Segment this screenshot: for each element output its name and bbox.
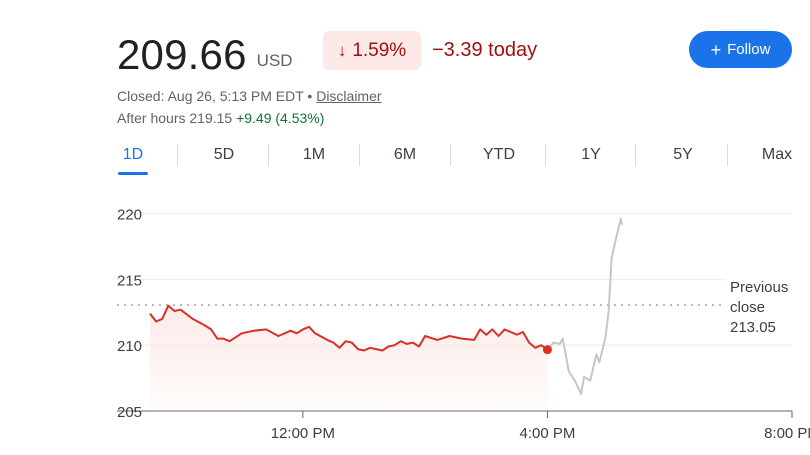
y-tick-label: 220 <box>117 207 142 224</box>
tab-ytd[interactable]: YTD <box>483 146 515 163</box>
tab-1y[interactable]: 1Y <box>581 146 601 163</box>
change-today: −3.39 today <box>432 39 538 61</box>
tab-divider <box>177 144 178 166</box>
market-status: Closed: Aug 26, 5:13 PM EDT • Disclaimer <box>117 88 382 104</box>
percent-change-value: 1.59% <box>352 39 407 61</box>
x-tick-label: 4:00 PM <box>519 425 575 442</box>
tab-5y[interactable]: 5Y <box>673 146 693 163</box>
after-hours-info: After hours 219.15 +9.49 (4.53%) <box>117 110 324 126</box>
previous-close-label-line: Previous <box>730 279 788 296</box>
tab-divider <box>268 144 269 166</box>
after-hours-price: After hours 219.15 <box>117 110 233 126</box>
closed-text: Closed: Aug 26, 5:13 PM EDT • <box>117 88 313 104</box>
current-price: 209.66 <box>117 31 247 78</box>
plus-icon: + <box>710 39 722 60</box>
tab-5d[interactable]: 5D <box>213 146 235 163</box>
price-row: 209.66 USD <box>117 28 293 76</box>
tab-6m[interactable]: 6M <box>393 146 417 163</box>
percent-change-badge: ↓ 1.59% <box>323 31 421 70</box>
follow-button[interactable]: + Follow <box>689 31 792 68</box>
close-point-marker <box>542 345 552 355</box>
tab-divider <box>545 144 546 166</box>
x-tick-label: 8:00 PM <box>764 425 810 442</box>
previous-close-label-line: close <box>730 299 765 316</box>
y-tick-label: 205 <box>117 404 142 421</box>
regular-session-area <box>150 305 548 411</box>
tab-max[interactable]: Max <box>761 146 793 163</box>
tab-1m[interactable]: 1M <box>302 146 326 163</box>
follow-label: Follow <box>727 41 771 58</box>
previous-close-label-bg <box>726 275 802 338</box>
after-hours-line <box>546 217 623 395</box>
regular-session-line <box>149 304 548 352</box>
tab-divider <box>727 144 728 166</box>
tab-divider <box>450 144 451 166</box>
previous-close-label: Previous close 213.05 <box>730 279 788 336</box>
disclaimer-link[interactable]: Disclaimer <box>316 88 382 104</box>
active-tab-underline <box>118 172 148 175</box>
previous-close-label-line: 213.05 <box>730 319 776 336</box>
range-tabs: 1D 5D 1M 6M YTD 1Y 5Y Max <box>116 140 810 176</box>
y-tick-label: 210 <box>117 338 142 355</box>
x-tick-label: 12:00 PM <box>271 425 335 442</box>
y-tick-label: 215 <box>117 272 142 289</box>
tab-1d[interactable]: 1D <box>122 146 144 163</box>
currency-label: USD <box>256 51 293 70</box>
tab-divider <box>635 144 636 166</box>
tab-divider <box>359 144 360 166</box>
arrow-down-icon: ↓ <box>337 40 347 60</box>
after-hours-change: +9.49 (4.53%) <box>236 110 325 126</box>
